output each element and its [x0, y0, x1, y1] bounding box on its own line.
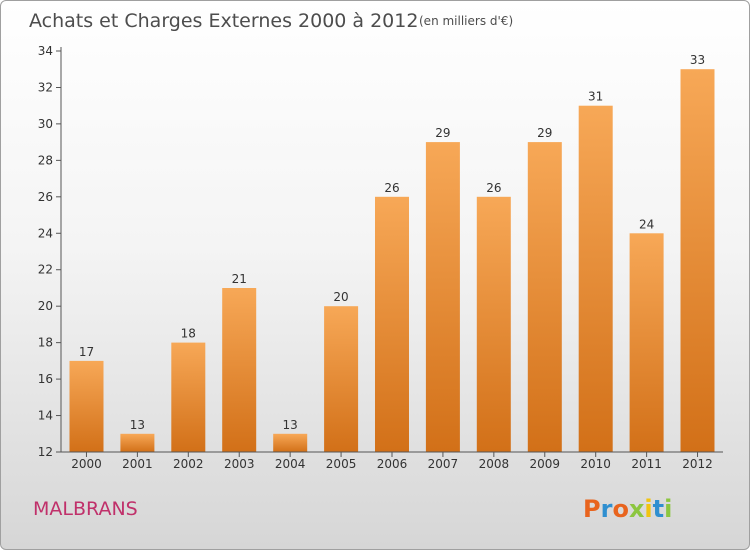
- y-tick-label: 32: [38, 80, 53, 94]
- y-tick-label: 30: [38, 117, 53, 131]
- y-tick-label: 26: [38, 190, 53, 204]
- x-tick-label-2000: 2000: [71, 457, 102, 471]
- x-tick-label-2009: 2009: [529, 457, 560, 471]
- x-axis: 2000 2001 2002 2003 2004 2005 2006 2007 2008 2009…: [61, 451, 723, 471]
- data-label-2008: 26: [486, 181, 501, 195]
- x-tick-label-2004: 2004: [275, 457, 306, 471]
- x-tick-label-2005: 2005: [326, 457, 357, 471]
- data-label-2005: 20: [333, 290, 348, 304]
- bar-2012: [680, 69, 715, 452]
- y-tick-label: 24: [38, 226, 53, 240]
- logo-letter: i: [664, 495, 672, 523]
- data-label-2001: 13: [130, 418, 145, 432]
- bar-2011: [629, 233, 664, 452]
- data-label-2006: 26: [384, 181, 399, 195]
- bar-2009: [527, 142, 562, 452]
- x-tick-label-2006: 2006: [377, 457, 408, 471]
- proxiti-logo: Proxiti: [583, 495, 672, 523]
- bar-2007: [425, 142, 460, 452]
- x-tick-label-2010: 2010: [580, 457, 611, 471]
- x-tick-label-2002: 2002: [173, 457, 204, 471]
- data-label-2000: 17: [79, 345, 94, 359]
- y-tick-label: 18: [38, 336, 53, 350]
- data-label-2010: 31: [588, 90, 603, 104]
- y-tick-label: 22: [38, 263, 53, 277]
- bar-2003: [222, 288, 257, 452]
- data-label-2007: 29: [435, 126, 450, 140]
- y-tick-label: 12: [38, 445, 53, 459]
- bar-2010: [578, 105, 613, 452]
- logo-wordmark: Proxiti: [583, 495, 672, 523]
- data-label-2004: 13: [283, 418, 298, 432]
- bar-2008: [476, 196, 511, 452]
- bar-2002: [171, 342, 206, 452]
- bar-2005: [324, 306, 359, 452]
- x-tick-label-2003: 2003: [224, 457, 255, 471]
- y-axis: 12 14 16 18 20 22 24 26 28 30 32 34: [38, 44, 62, 459]
- logo-letter: r: [601, 495, 613, 523]
- x-tick-label-2001: 2001: [122, 457, 153, 471]
- commune-name: MALBRANS: [33, 498, 138, 520]
- logo-letter: P: [583, 495, 601, 523]
- logo-letter: x: [629, 495, 645, 523]
- y-tick-label: 28: [38, 153, 53, 167]
- data-label-2011: 24: [639, 217, 654, 231]
- x-tick-label-2012: 2012: [682, 457, 713, 471]
- bar-2001: [120, 433, 155, 452]
- x-tick-label-2008: 2008: [479, 457, 510, 471]
- y-tick-label: 14: [38, 409, 53, 423]
- x-tick-label-2007: 2007: [428, 457, 459, 471]
- logo-letter: i: [644, 495, 652, 523]
- bar-2004: [273, 433, 308, 452]
- y-tick-label: 34: [38, 44, 53, 58]
- logo-letter: t: [653, 495, 664, 523]
- x-tick-label-2011: 2011: [631, 457, 662, 471]
- chart-title: Achats et Charges Externes 2000 à 2012: [29, 10, 418, 32]
- chart-unit: (en milliers d'€): [419, 14, 513, 28]
- y-tick-label: 20: [38, 299, 53, 313]
- bars: 17 13 18 21 13 20 26 29 26 29 31 24 33: [69, 53, 715, 452]
- bar-2000: [69, 360, 104, 452]
- data-label-2009: 29: [537, 126, 552, 140]
- bar-2006: [375, 196, 409, 452]
- data-label-2012: 33: [690, 53, 705, 67]
- y-tick-label: 16: [38, 372, 53, 386]
- logo-letter: o: [612, 495, 629, 523]
- data-label-2003: 21: [232, 272, 247, 286]
- data-label-2002: 18: [181, 327, 196, 341]
